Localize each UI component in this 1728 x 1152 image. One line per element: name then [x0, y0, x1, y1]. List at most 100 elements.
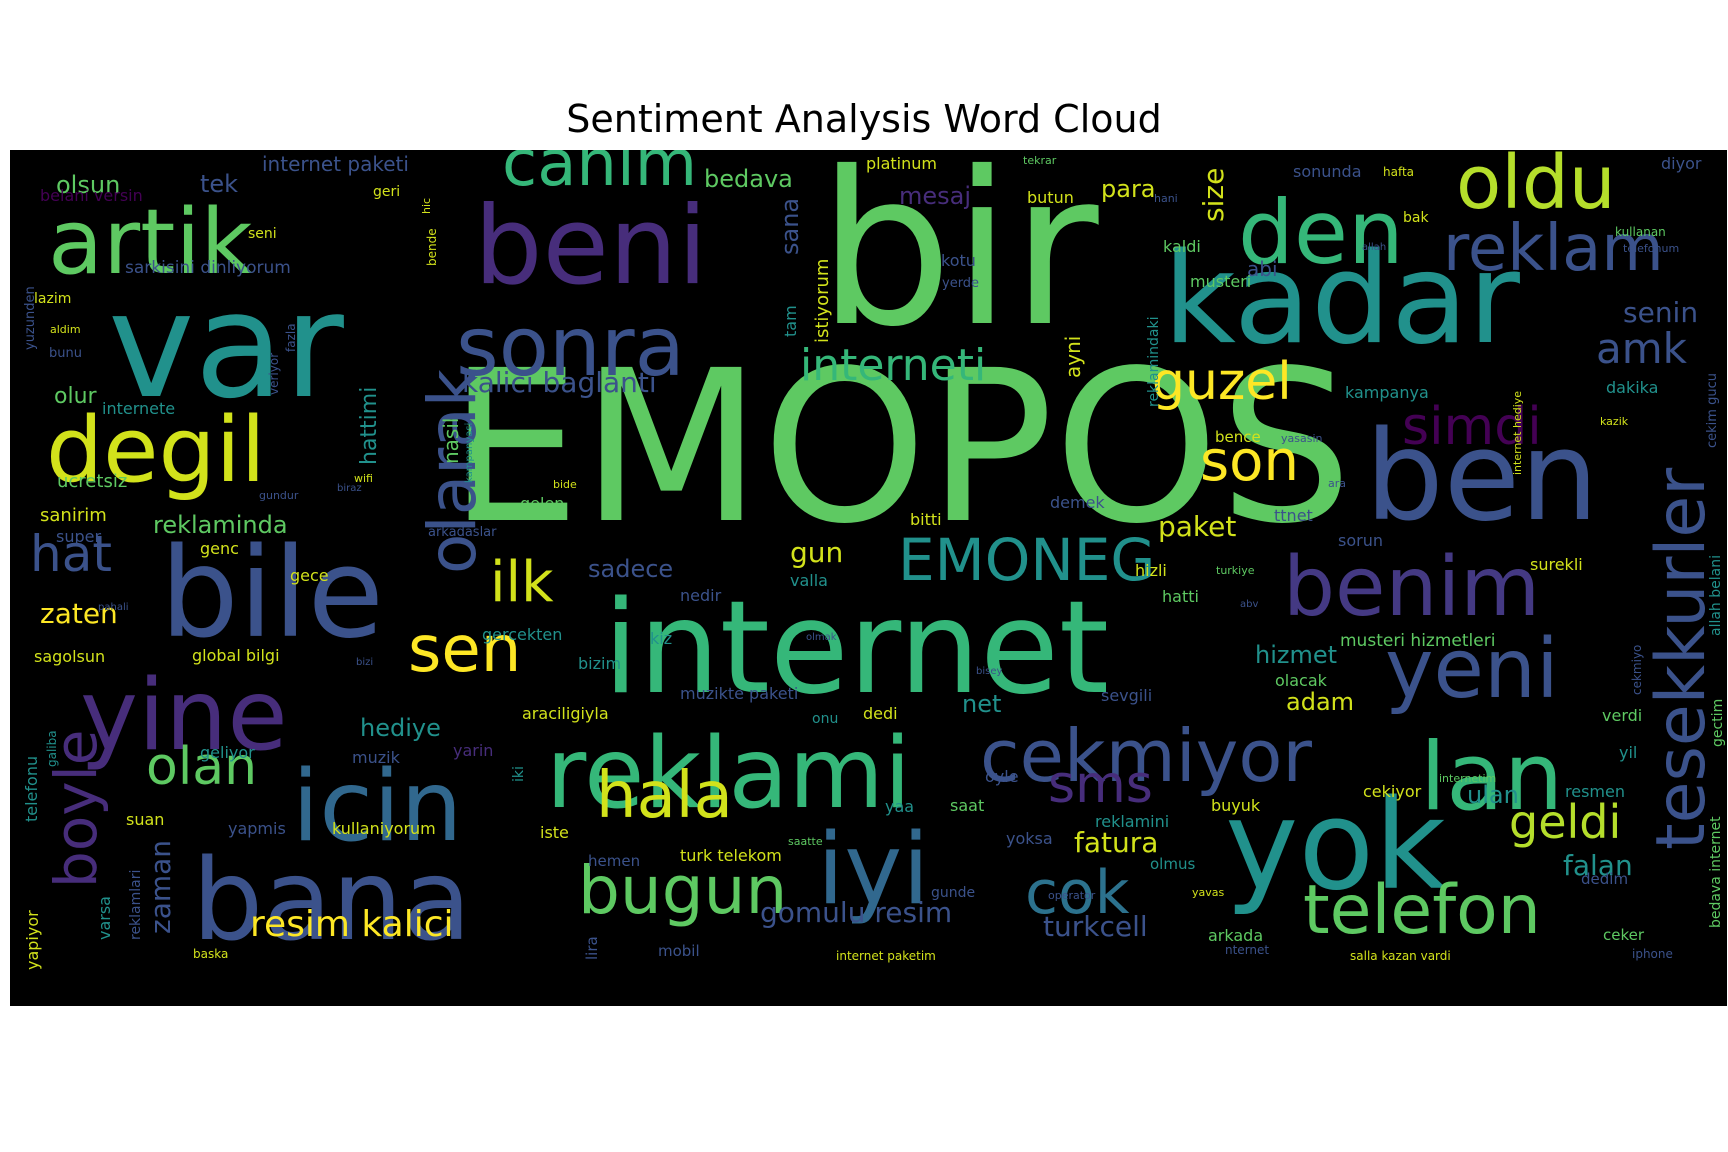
word-saat: saat [950, 796, 984, 815]
word-guzel: guzel [1152, 352, 1292, 412]
word-yaa: yaa [885, 797, 914, 816]
word-kampanya: kampanya [1345, 383, 1429, 402]
word-musteri: musteri [1190, 272, 1251, 291]
word-operator: operator [1048, 889, 1096, 902]
word-olarak: olarak [414, 368, 491, 574]
word-reklami: reklami [546, 717, 911, 831]
word-turkcell: turkcell [1043, 910, 1148, 943]
word-musteri-hizmetleri: musteri hizmetleri [1340, 631, 1495, 651]
word-ayni: ayni [1061, 336, 1085, 378]
word-allah: allah [1362, 242, 1386, 253]
word-benim: benim [1283, 540, 1540, 635]
word-cloud-canvas: EMOPOSbirinternetkadarvarbenbilebeniyokb… [22, 150, 1726, 970]
word-gelen: gelen [520, 494, 564, 513]
word-oldu: oldu [1456, 150, 1616, 226]
word-global-bilgi: global bilgi [192, 646, 280, 665]
word-lira: lira [583, 936, 601, 960]
word-sms: sms [1048, 755, 1153, 815]
word-ben: ben [1365, 405, 1599, 549]
word-onu: onu [812, 711, 838, 727]
word-verdi: verdi [1602, 706, 1642, 725]
word-hizli: hizli [1135, 561, 1167, 580]
word-allah-belani: allah belani [1708, 555, 1724, 636]
word-kaldi: kaldi [1163, 237, 1201, 256]
word-emopos: EMOPOS [448, 325, 1352, 570]
word-belani-versin: belani versin [40, 186, 143, 205]
word-dakika: dakika [1606, 378, 1658, 397]
word-sorun: sorun [1338, 531, 1383, 550]
word-geldi: geldi [1509, 795, 1621, 849]
word-ilk: ilk [490, 550, 554, 615]
word-bitti: bitti [910, 510, 942, 529]
word-yasasin: yasasin [1281, 432, 1323, 445]
word-yavas: yavas [1192, 886, 1225, 899]
word-interneti: interneti [800, 340, 986, 391]
word-nedir: nedir [680, 586, 722, 605]
word-veriyor: veriyor [267, 353, 281, 395]
word-bizi: bizi [356, 657, 373, 668]
word-sonra: sonra [456, 300, 685, 395]
word-iyi: iyi [817, 813, 929, 927]
word-mobil: mobil [658, 942, 700, 960]
word-kadar: kadar [1163, 225, 1520, 372]
word-nasil: nasil [439, 418, 463, 464]
word-reklamini: reklamini [1095, 812, 1169, 831]
word-internet: internet [603, 574, 1109, 723]
word-geliyor: geliyor [200, 743, 255, 762]
word-simdi: simdi [1402, 397, 1542, 457]
word-zaten: zaten [40, 597, 118, 630]
word-yine: yine [80, 659, 288, 773]
word-muzik: muzik [352, 748, 401, 767]
word-kazik: kazik [1600, 415, 1629, 428]
word-yarin: yarin [453, 741, 493, 760]
word-istiyorum: istiyorum [812, 259, 833, 343]
word-abi: abi [1247, 257, 1278, 281]
word-hala: hala [596, 759, 733, 833]
word-gun: gun [790, 536, 843, 569]
word-beni: beni [474, 184, 707, 309]
word-genc: genc [200, 539, 239, 558]
word-hattimi: hattimi [357, 387, 382, 465]
word-sonunda: sonunda [1293, 162, 1362, 181]
word-cloud: EMOPOS bir internet kadar var ben bile beni yok b… [10, 150, 1727, 1006]
word-cekmiyo: cekmiyo [1630, 645, 1644, 695]
word-gunde: gunde [931, 885, 975, 901]
word-platinum: platinum [866, 154, 937, 173]
word-olacak: olacak [1275, 671, 1328, 690]
word-reklaminda: reklaminda [153, 511, 288, 539]
word-abv: abv [1240, 599, 1258, 610]
word-hediye: hediye [360, 714, 441, 742]
word-size: size [1197, 168, 1230, 222]
word-ttnet: ttnet [1274, 506, 1313, 525]
word-baska: baska [193, 947, 228, 961]
word-reklamlari: reklamlari [128, 870, 144, 940]
word-telefon: telefon [1303, 871, 1541, 950]
word-resmen: resmen [1565, 782, 1625, 801]
word-yok: yok [1225, 774, 1446, 918]
word-hafta: hafta [1383, 165, 1414, 179]
word-gundur: gundur [259, 489, 299, 502]
word-gercekten: gercekten [482, 625, 562, 644]
word-ucretsiz: ucretsiz [57, 471, 127, 492]
word-cekmiyor: cekmiyor [980, 714, 1312, 798]
word-lazim: lazim [34, 291, 71, 307]
word-salla-kazan-vardi: salla kazan vardi [1350, 949, 1451, 963]
word-dedi: dedi [863, 704, 898, 723]
word-galiba: galiba [45, 730, 59, 767]
word-cekim-gucu: cekim gucu [1705, 373, 1720, 448]
word-aldim: aldim [50, 323, 81, 336]
word-bugun: bugun [578, 852, 787, 929]
word-yuzunden: yuzunden [23, 286, 38, 350]
word-cok: cok [1025, 858, 1130, 928]
word-biraz: biraz [337, 483, 362, 494]
word-yapiyor: yapiyor [23, 910, 42, 970]
word-boyle: boyle [42, 730, 110, 888]
word-artik: artik [48, 190, 253, 295]
word-bile: bile [160, 522, 384, 666]
word-olmak: olmak [806, 632, 837, 643]
word-paket: paket [1158, 510, 1236, 543]
word-kiz: kiz [650, 629, 672, 648]
word-kampanyasi: kampanyasi [464, 423, 475, 483]
word-buyuk: buyuk [1211, 796, 1261, 815]
word-fatura: fatura [1074, 826, 1158, 859]
